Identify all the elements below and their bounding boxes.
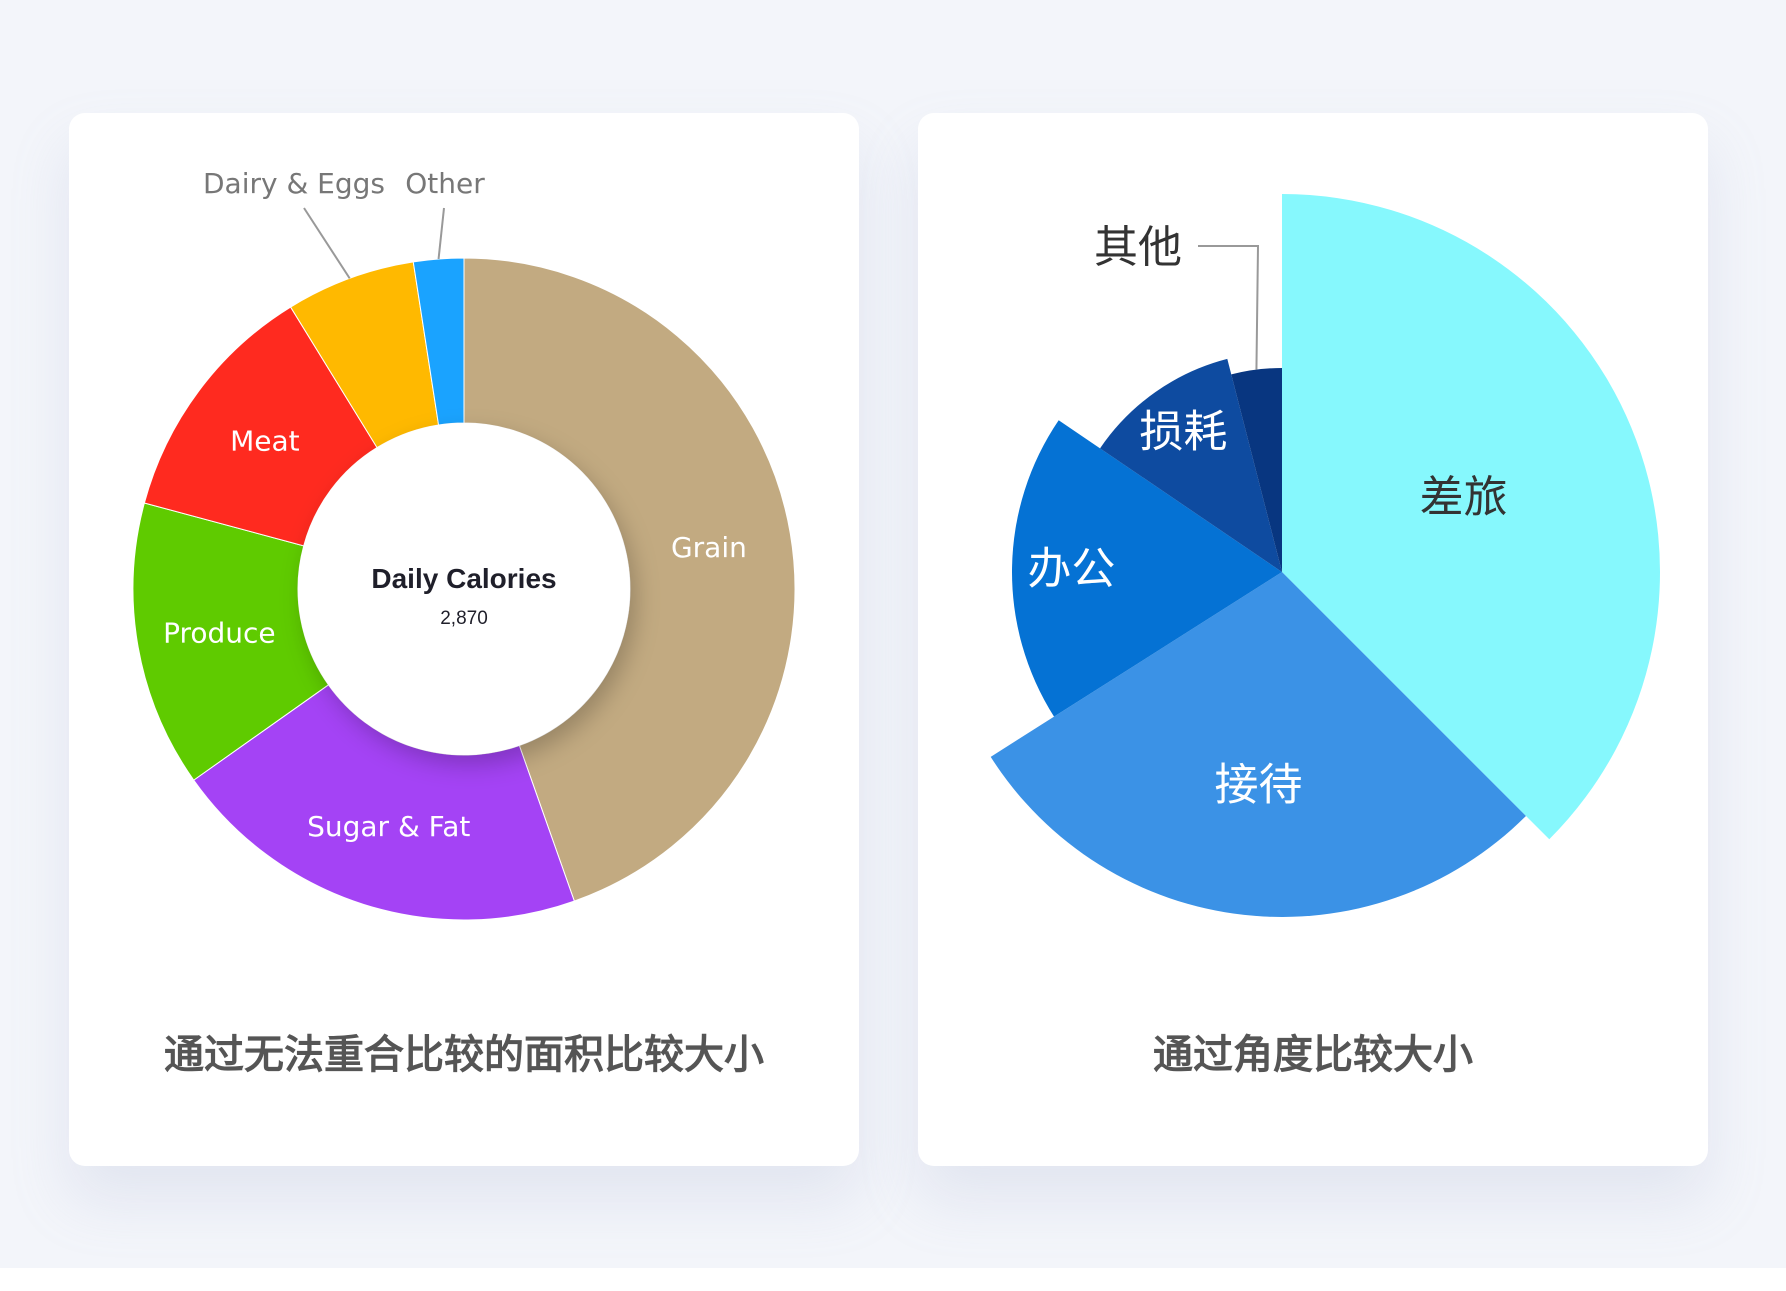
rose-chart-card: 差旅接待 办公 损耗 其他 通过角度比较大小 xyxy=(918,113,1708,1166)
donut-chart: Grain Sugar & Fat Produce Meat Dairy & Eggs O… xyxy=(132,167,796,921)
donut-caption: 通过无法重合比较的面积比较大小 xyxy=(164,1032,764,1078)
rose-label-3: 损耗 xyxy=(1139,407,1227,458)
donut-chart-card: Grain Sugar & Fat Produce Meat Dairy & Eggs O… xyxy=(69,113,859,1166)
rose-caption: 通过角度比较大小 xyxy=(1153,1032,1473,1078)
rose-slice-0 xyxy=(1282,194,1660,840)
rose-slice-4 xyxy=(1231,368,1282,572)
rose-label-1: 接待 xyxy=(1215,760,1303,811)
rose-label-2: 办公 xyxy=(1027,544,1115,595)
rose-slice-1 xyxy=(990,572,1526,918)
donut-center-value: 2,870 xyxy=(440,608,488,629)
rose-slice-2 xyxy=(1012,420,1282,717)
donut-center-title: Daily Calories xyxy=(371,563,556,594)
donut-leader-dairy-and-eggs xyxy=(303,207,351,279)
donut-leader-other xyxy=(437,207,445,260)
rose-label-0: 差旅 xyxy=(1420,472,1508,523)
donut-label-meat: Meat xyxy=(230,424,300,457)
donut-center-disc xyxy=(298,423,630,755)
rose-leader-4 xyxy=(1198,245,1260,370)
donut-label-dairy-and-eggs: Dairy & Eggs xyxy=(203,167,385,200)
donut-label-produce: Produce xyxy=(163,617,276,650)
donut-label-sugar-and-fat: Sugar & Fat xyxy=(307,810,470,843)
donut-label-other: Other xyxy=(405,167,485,200)
rose-label-4: 其他 xyxy=(1094,222,1182,273)
donut-label-grain: Grain xyxy=(671,531,747,564)
rose-slice-3 xyxy=(1100,358,1282,572)
